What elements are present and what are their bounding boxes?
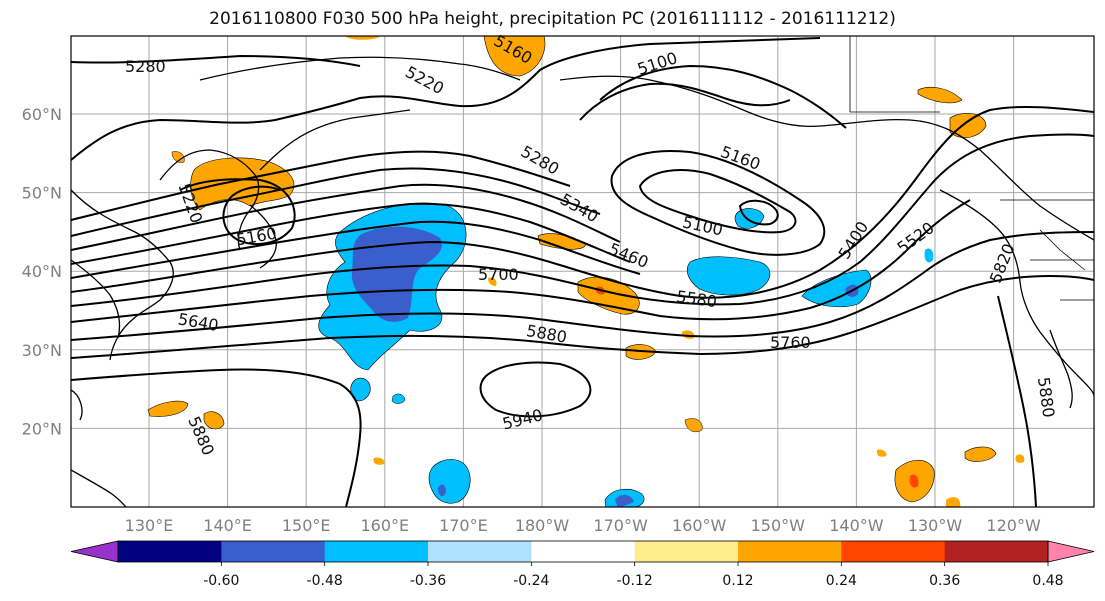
map-frame bbox=[70, 35, 1095, 508]
latitude-label: 30°N bbox=[22, 341, 62, 360]
latitude-labels: 60°N 50°N 40°N 30°N 20°N bbox=[22, 105, 62, 438]
colorbar bbox=[70, 540, 1095, 563]
longitude-label: 150°W bbox=[751, 516, 806, 535]
longitude-labels: 130°E 140°E 150°E 160°E 170°E 180°W 170°W 160°W… bbox=[125, 516, 1041, 535]
longitude-label: 130°W bbox=[908, 516, 963, 535]
colorbar-label: -0.12 bbox=[617, 573, 653, 589]
colorbar-segment bbox=[221, 541, 326, 562]
longitude-label: 150°E bbox=[282, 516, 331, 535]
colorbar-label: 0.12 bbox=[722, 573, 753, 589]
colorbar-label: 0.24 bbox=[826, 573, 857, 589]
precip-positive-shading bbox=[147, 36, 1025, 507]
colorbar-segment bbox=[634, 541, 739, 562]
longitude-label: 180°W bbox=[515, 516, 570, 535]
latitude-label: 20°N bbox=[22, 419, 62, 438]
colorbar-extend-min bbox=[70, 540, 119, 563]
coastlines bbox=[71, 56, 1094, 507]
colorbar-labels: -0.60 -0.48 -0.36 -0.24 -0.12 0.12 0.24 0.36 0.4… bbox=[203, 562, 1064, 589]
longitude-label: 120°W bbox=[986, 516, 1041, 535]
longitude-label: 170°E bbox=[439, 516, 488, 535]
colorbar-segment bbox=[841, 541, 946, 562]
contour-label: 5280 bbox=[125, 57, 166, 76]
borders bbox=[849, 36, 1094, 301]
map-title: 2016110800 F030 500 hPa height, precipit… bbox=[209, 9, 896, 29]
colorbar-label: -0.60 bbox=[203, 573, 239, 589]
contour-label: 5760 bbox=[770, 333, 811, 352]
latitude-label: 40°N bbox=[22, 262, 62, 281]
precip-negative-shading bbox=[318, 202, 934, 507]
longitude-label: 160°E bbox=[360, 516, 409, 535]
colorbar-extend-max bbox=[1047, 540, 1095, 563]
longitude-label: 170°W bbox=[593, 516, 648, 535]
colorbar-label: -0.36 bbox=[410, 573, 446, 589]
colorbar-segment bbox=[944, 541, 1049, 562]
colorbar-label: -0.48 bbox=[307, 573, 343, 589]
colorbar-segment bbox=[531, 541, 636, 562]
colorbar-segment bbox=[118, 541, 222, 562]
colorbar-frame bbox=[117, 540, 1049, 563]
colorbar-label: 0.36 bbox=[929, 573, 960, 589]
latitude-label: 60°N bbox=[22, 105, 62, 124]
height-contours bbox=[71, 37, 1094, 507]
colorbar-segment bbox=[324, 541, 429, 562]
longitude-label: 130°E bbox=[125, 516, 174, 535]
colorbar-segment bbox=[738, 541, 842, 562]
longitude-label: 140°W bbox=[829, 516, 884, 535]
contour-label: 5700 bbox=[478, 265, 519, 284]
longitude-label: 140°E bbox=[203, 516, 252, 535]
latitude-label: 50°N bbox=[22, 184, 62, 203]
longitude-label: 160°W bbox=[672, 516, 727, 535]
colorbar-label: -0.24 bbox=[513, 573, 549, 589]
colorbar-label: 0.48 bbox=[1032, 573, 1063, 589]
colorbar-segment bbox=[428, 541, 532, 562]
